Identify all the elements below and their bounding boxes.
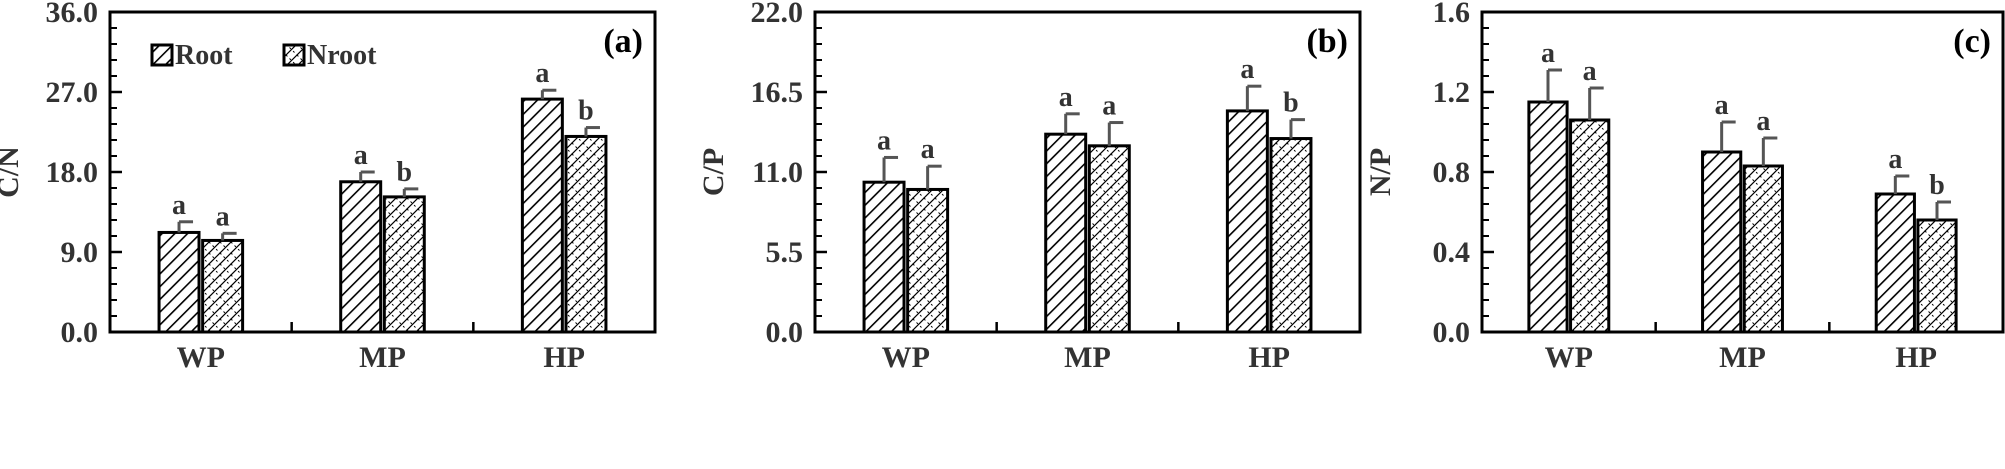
bar-nroot-mp-3 [1742, 164, 1784, 334]
legend-swatch-nroot [282, 43, 306, 67]
x-category-label-wp-1: WP [177, 341, 225, 374]
bar-nroot-wp-1 [201, 238, 245, 334]
bar-root-hp-2 [1225, 109, 1269, 334]
significance-label-root-wp-2: a [877, 125, 891, 156]
y-tick-label-2-4: 22.0 [751, 0, 804, 29]
y-tick-label-2-3: 16.5 [751, 76, 804, 109]
x-category-label-mp-3: MP [1719, 341, 1766, 374]
significance-label-root-wp-3: a [1541, 38, 1555, 69]
significance-label-nroot-wp-1: a [216, 201, 230, 232]
significance-label-root-mp-3: a [1715, 90, 1729, 121]
bar-root-hp-3 [1874, 192, 1916, 334]
y-tick-label-3-2: 0.8 [1433, 156, 1471, 189]
significance-label-root-mp-2: a [1059, 82, 1073, 113]
bar-root-wp-2 [862, 180, 906, 334]
bar-nroot-hp-2 [1269, 137, 1313, 334]
x-category-label-wp-2: WP [882, 341, 930, 374]
bar-nroot-mp-2 [1087, 144, 1131, 334]
significance-label-root-hp-3: a [1888, 144, 1902, 175]
bar-root-hp-1 [520, 97, 564, 334]
x-category-label-hp-1: HP [543, 341, 585, 374]
y-tick-label-2-2: 11.0 [752, 156, 803, 189]
bar-root-mp-1 [339, 180, 383, 334]
bar-nroot-hp-3 [1916, 218, 1958, 334]
bar-nroot-wp-3 [1569, 118, 1611, 334]
panel-label-1: (a) [603, 23, 643, 60]
bar-root-mp-2 [1044, 132, 1088, 334]
y-tick-label-1-1: 9.0 [61, 236, 99, 269]
significance-label-root-mp-1: a [354, 140, 368, 171]
significance-label-nroot-mp-1: b [397, 157, 413, 188]
x-category-label-hp-2: HP [1248, 341, 1290, 374]
y-tick-label-2-1: 5.5 [766, 236, 804, 269]
legend-swatch-root [150, 43, 174, 67]
y-tick-label-1-2: 18.0 [46, 156, 99, 189]
bar-root-wp-3 [1527, 100, 1569, 334]
significance-label-nroot-hp-3: b [1929, 170, 1945, 201]
significance-label-nroot-wp-2: a [921, 134, 935, 165]
y-axis-title-3: N/P [1364, 148, 1397, 196]
bar-nroot-wp-2 [906, 187, 950, 334]
x-category-label-hp-3: HP [1895, 341, 1937, 374]
bar-root-wp-1 [157, 230, 201, 334]
significance-label-nroot-mp-3: a [1756, 106, 1770, 137]
legend-label-nroot: Nroot [307, 40, 377, 71]
y-tick-label-1-3: 27.0 [46, 76, 99, 109]
x-category-label-mp-2: MP [1064, 341, 1111, 374]
significance-label-nroot-wp-3: a [1583, 56, 1597, 87]
legend-label-root: Root [175, 40, 233, 71]
panel-label-3: (c) [1953, 23, 1991, 60]
bar-nroot-mp-1 [382, 195, 426, 334]
significance-label-nroot-hp-2: b [1283, 88, 1299, 119]
y-tick-label-1-4: 36.0 [46, 0, 99, 29]
y-axis-title-1: C/N [0, 146, 25, 198]
significance-label-nroot-hp-1: b [578, 96, 594, 127]
y-axis-title-2: C/P [697, 148, 730, 196]
significance-label-root-hp-2: a [1240, 54, 1254, 85]
bar-root-mp-3 [1701, 150, 1743, 334]
y-tick-label-3-1: 0.4 [1433, 236, 1471, 269]
bar-nroot-hp-1 [564, 134, 608, 334]
significance-label-root-wp-1: a [172, 190, 186, 221]
y-tick-label-2-0: 0.0 [766, 316, 804, 349]
significance-label-nroot-mp-2: a [1102, 91, 1116, 122]
y-tick-label-3-4: 1.6 [1433, 0, 1471, 29]
x-category-label-wp-3: WP [1545, 341, 1593, 374]
x-category-label-mp-1: MP [359, 341, 406, 374]
significance-label-root-hp-1: a [535, 58, 549, 89]
y-tick-label-1-0: 0.0 [61, 316, 99, 349]
y-tick-label-3-3: 1.2 [1433, 76, 1471, 109]
y-tick-label-3-0: 0.0 [1433, 316, 1471, 349]
panel-label-2: (b) [1306, 23, 1348, 60]
